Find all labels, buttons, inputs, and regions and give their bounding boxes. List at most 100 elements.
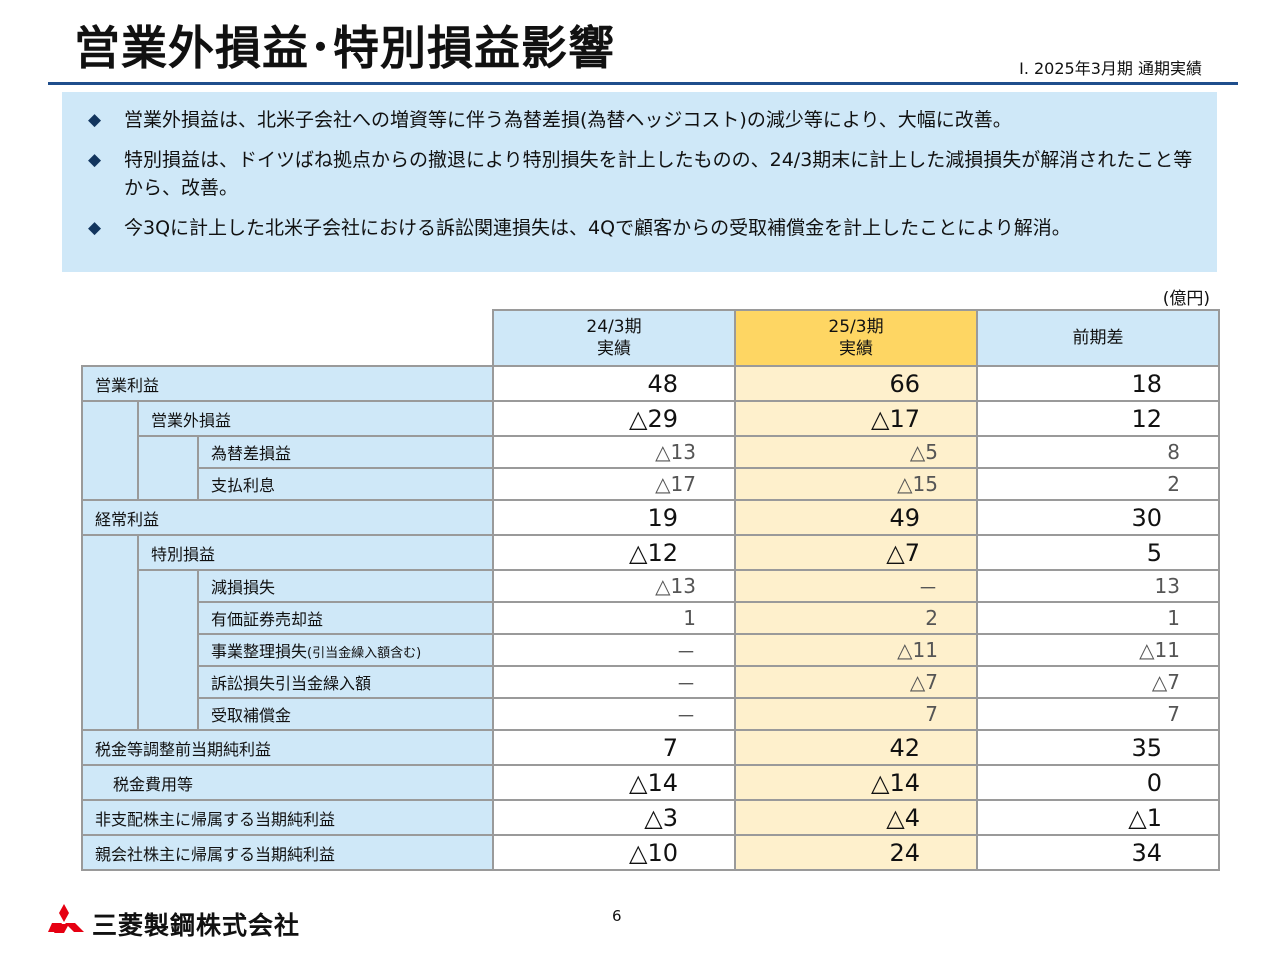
table-row: 受取補償金 － 7 7 bbox=[82, 697, 1220, 731]
value-cell: 1 bbox=[976, 601, 1220, 635]
table-row: 支払利息 △17 △15 2 bbox=[82, 467, 1220, 501]
table-row: 営業外損益 △29 △17 12 bbox=[81, 400, 1220, 501]
value-cell: △13 bbox=[492, 569, 736, 603]
table-row: 為替差損益 △13 △5 8 bbox=[82, 435, 1220, 501]
value-cell: △17 bbox=[734, 400, 978, 437]
row-label: 訴訟損失引当金繰入額 bbox=[197, 665, 494, 699]
row-label: 為替差損益 bbox=[197, 435, 494, 469]
value-cell: － bbox=[734, 569, 978, 603]
subgroup-indent bbox=[137, 435, 199, 501]
header-spacer bbox=[82, 310, 494, 367]
value-cell: △14 bbox=[734, 764, 978, 801]
value-cell: △7 bbox=[734, 534, 978, 571]
table-row: 事業整理損失(引当金繰入額含む) － △11 △11 bbox=[82, 633, 1220, 667]
row-label: 税金等調整前当期純利益 bbox=[81, 729, 494, 766]
value-cell: △15 bbox=[734, 467, 978, 501]
row-label: 営業利益 bbox=[81, 365, 494, 402]
row-label: 事業整理損失(引当金繰入額含む) bbox=[197, 633, 494, 667]
table-row: 訴訟損失引当金繰入額 － △7 △7 bbox=[82, 665, 1220, 699]
table-header-row: 24/3期 実績 25/3期 実績 前期差 bbox=[82, 309, 1220, 367]
value-cell: 49 bbox=[734, 499, 978, 536]
value-cell: 7 bbox=[734, 697, 978, 731]
value-cell: 7 bbox=[976, 697, 1220, 731]
table-row: 親会社株主に帰属する当期純利益 △10 24 34 bbox=[81, 834, 1220, 871]
value-cell: △14 bbox=[492, 764, 736, 801]
row-label: 経常利益 bbox=[81, 499, 494, 536]
value-cell: 0 bbox=[976, 764, 1220, 801]
value-cell: 12 bbox=[976, 400, 1220, 437]
value-cell: △7 bbox=[734, 665, 978, 699]
value-cell: 1 bbox=[492, 601, 736, 635]
diamond-bullet-icon: ◆ bbox=[88, 218, 102, 238]
value-cell: － bbox=[492, 665, 736, 699]
results-table: 24/3期 実績 25/3期 実績 前期差 営業利益 48 66 18 営業外損… bbox=[81, 309, 1220, 871]
value-cell: 19 bbox=[492, 499, 736, 536]
summary-bullet: ◆ 特別損益は、ドイツばね拠点からの撤退により特別損失を計上したものの、24/3… bbox=[88, 146, 1217, 202]
row-label: 税金費用等 bbox=[81, 764, 494, 801]
value-cell: △11 bbox=[734, 633, 978, 667]
row-label: 受取補償金 bbox=[197, 697, 494, 731]
row-label-note: (引当金繰入額含む) bbox=[307, 646, 422, 661]
summary-panel: ◆ 営業外損益は、北米子会社への増資等に伴う為替差損(為替ヘッジコスト)の減少等… bbox=[62, 92, 1217, 272]
table-row: 経常利益 19 49 30 bbox=[81, 499, 1220, 536]
section-subtitle: Ⅰ. 2025年3月期 通期実績 bbox=[1019, 59, 1202, 78]
row-label: 特別損益 bbox=[137, 534, 494, 571]
value-cell: 7 bbox=[492, 729, 736, 766]
row-label: 減損損失 bbox=[197, 569, 494, 603]
value-cell: 30 bbox=[976, 499, 1220, 536]
value-cell: △3 bbox=[492, 799, 736, 836]
summary-bullet-text: 今3Qに計上した北米子会社における訴訟関連損失は、4Qで顧客からの受取補償金を計… bbox=[124, 217, 1071, 239]
value-cell: 5 bbox=[976, 534, 1220, 571]
summary-bullet: ◆ 今3Qに計上した北米子会社における訴訟関連損失は、4Qで顧客からの受取補償金… bbox=[88, 214, 1217, 242]
unit-label: (億円) bbox=[1162, 289, 1210, 309]
value-cell: 66 bbox=[734, 365, 978, 402]
value-cell: 35 bbox=[976, 729, 1220, 766]
table-row: 特別損益 △12 △7 5 bbox=[81, 534, 1220, 731]
group-indent bbox=[81, 400, 139, 501]
diamond-bullet-icon: ◆ bbox=[88, 110, 102, 130]
mitsubishi-three-diamonds-icon bbox=[48, 904, 84, 933]
value-cell: 18 bbox=[976, 365, 1220, 402]
row-label: 支払利息 bbox=[197, 467, 494, 501]
value-cell: 13 bbox=[976, 569, 1220, 603]
value-cell: △7 bbox=[976, 665, 1220, 699]
table-row: 税金等調整前当期純利益 7 42 35 bbox=[81, 729, 1220, 766]
value-cell: △10 bbox=[492, 834, 736, 871]
row-label: 親会社株主に帰属する当期純利益 bbox=[81, 834, 494, 871]
value-cell: △29 bbox=[492, 400, 736, 437]
column-header-fy24: 24/3期 実績 bbox=[492, 309, 736, 367]
title-underline bbox=[48, 82, 1238, 85]
summary-bullet-text: 特別損益は、ドイツばね拠点からの撤退により特別損失を計上したものの、24/3期末… bbox=[124, 149, 1193, 199]
value-cell: △17 bbox=[492, 467, 736, 501]
table-row: 有価証券売却益 1 2 1 bbox=[82, 601, 1220, 635]
value-cell: △11 bbox=[976, 633, 1220, 667]
company-logo: 三菱製鋼株式会社 bbox=[40, 904, 300, 944]
value-cell: △12 bbox=[492, 534, 736, 571]
table-row: 非支配株主に帰属する当期純利益 △3 △4 △1 bbox=[81, 799, 1220, 836]
value-cell: 48 bbox=[492, 365, 736, 402]
value-cell: 34 bbox=[976, 834, 1220, 871]
subgroup-indent bbox=[137, 569, 199, 731]
summary-bullet-text: 営業外損益は、北米子会社への増資等に伴う為替差損(為替ヘッジコスト)の減少等によ… bbox=[124, 109, 1012, 131]
page-title: 営業外損益･特別損益影響 bbox=[74, 21, 615, 75]
page-number: 6 bbox=[612, 907, 622, 925]
summary-bullet: ◆ 営業外損益は、北米子会社への増資等に伴う為替差損(為替ヘッジコスト)の減少等… bbox=[88, 106, 1217, 134]
value-cell: － bbox=[492, 697, 736, 731]
company-name: 三菱製鋼株式会社 bbox=[92, 911, 301, 940]
value-cell: 8 bbox=[976, 435, 1220, 469]
diamond-bullet-icon: ◆ bbox=[88, 150, 102, 170]
value-cell: 2 bbox=[734, 601, 978, 635]
table-row: 税金費用等 △14 △14 0 bbox=[81, 764, 1220, 801]
value-cell: △5 bbox=[734, 435, 978, 469]
value-cell: △1 bbox=[976, 799, 1220, 836]
value-cell: 2 bbox=[976, 467, 1220, 501]
column-header-diff: 前期差 bbox=[976, 309, 1220, 367]
table-row: 営業利益 48 66 18 bbox=[81, 365, 1220, 402]
group-indent bbox=[81, 534, 139, 731]
table-row: 減損損失 △13 － 13 bbox=[82, 569, 1220, 731]
row-label: 有価証券売却益 bbox=[197, 601, 494, 635]
value-cell: － bbox=[492, 633, 736, 667]
column-header-fy25: 25/3期 実績 bbox=[734, 309, 978, 367]
value-cell: △4 bbox=[734, 799, 978, 836]
value-cell: 24 bbox=[734, 834, 978, 871]
